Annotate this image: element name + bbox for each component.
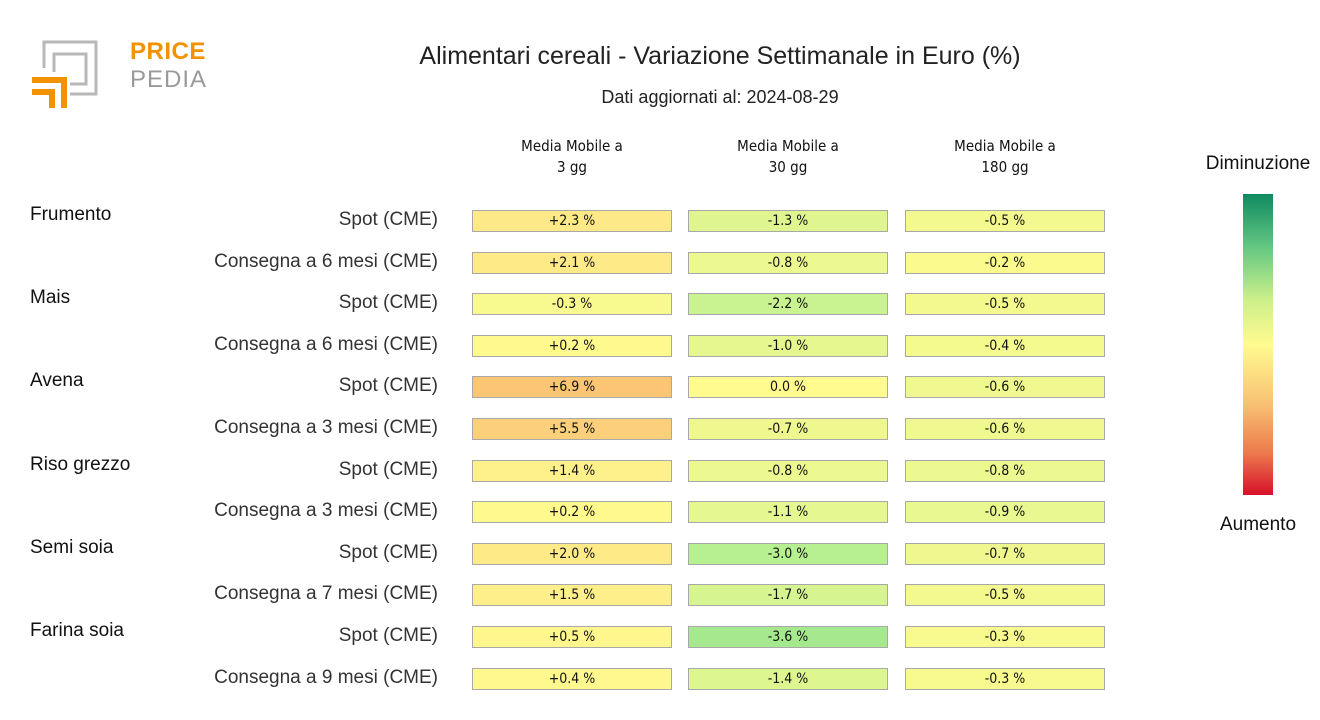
group-label: Mais [30,287,71,309]
heatmap-cell: -1.4 % [688,667,888,690]
colorbar-top-label: Diminuzione [1205,153,1311,174]
colorbar [1243,194,1273,495]
group-label: Semi soia [30,536,114,558]
heatmap-cell: -3.0 % [688,542,888,565]
row-label: Spot (CME) [338,375,438,397]
heatmap-cell: -1.3 % [688,210,888,232]
column-header: Media Mobile a 180 gg [954,137,1056,176]
group-label: Farina soia [30,620,124,641]
group-label: Frumento [30,204,112,225]
heatmap-cell: -3.6 % [688,626,888,648]
heatmap-cell: -1.0 % [688,334,888,357]
heatmap-cell: +0.2 % [472,334,672,357]
column-header: Media Mobile a 30 gg [737,137,839,176]
pricepedia-logo: PRICE PEDIA [30,38,206,110]
heatmap-cell: -0.5 % [905,293,1105,316]
heatmap-cell: -0.3 % [472,293,672,316]
group-label: Riso grezzo [30,453,131,475]
row-label: Consegna a 6 mesi (CME) [214,250,438,272]
heatmap-cell: +2.3 % [472,210,672,232]
heatmap-cell: +1.4 % [472,459,672,482]
heatmap-cell: -0.4 % [905,334,1105,357]
chart-subtitle: Dati aggiornati al: 2024-08-29 [601,87,839,107]
row-label: Consegna a 7 mesi (CME) [214,583,438,605]
row-label: Spot (CME) [338,458,438,480]
heatmap-cell: +2.0 % [472,542,672,565]
heatmap-cell: 0.0 % [688,376,888,399]
row-label: Spot (CME) [338,292,438,314]
row-label: Consegna a 6 mesi (CME) [214,333,438,355]
heatmap-cell: -0.7 % [905,542,1105,565]
heatmap-cell: -0.9 % [905,501,1105,524]
heatmap-cell: +0.4 % [472,667,672,690]
heatmap-cell: +0.2 % [472,501,672,524]
heatmap-cell: -0.6 % [905,418,1105,440]
heatmap-cell: -0.2 % [905,251,1105,274]
row-label: Spot (CME) [338,541,438,563]
group-label: Avena [30,370,84,392]
heatmap-cell: -0.8 % [688,251,888,274]
heatmap-cell: -0.8 % [905,459,1105,482]
logo-word-pedia: PEDIA [130,66,208,93]
heatmap-cell: +6.9 % [472,376,672,399]
heatmap-cell: +1.5 % [472,584,672,607]
logo-mark-icon [32,40,98,108]
heatmap-cell: -0.8 % [688,459,888,482]
heatmap-cell: -0.3 % [905,626,1105,648]
heatmap-cell: -1.1 % [688,501,888,524]
row-label: Consegna a 9 mesi (CME) [214,666,438,688]
heatmap-cell: +2.1 % [472,251,672,274]
heatmap-cell: -0.5 % [905,584,1105,607]
row-label: Consegna a 3 mesi (CME) [214,500,438,522]
heatmap-cell: +5.5 % [472,418,672,440]
row-label: Spot (CME) [338,625,438,646]
colorbar-bottom-label: Aumento [1219,514,1297,535]
row-label: Consegna a 3 mesi (CME) [214,417,438,438]
chart-title: Alimentari cereali - Variazione Settiman… [419,42,1021,70]
heatmap-cell: -0.7 % [688,418,888,440]
heatmap-cell: -1.7 % [688,584,888,607]
heatmap-cell: -0.3 % [905,667,1105,690]
heatmap-cell: -2.2 % [688,293,888,316]
heatmap-cell: -0.5 % [905,210,1105,232]
heatmap-cell: -0.6 % [905,376,1105,399]
logo-word-price: PRICE [130,38,206,65]
row-label: Spot (CME) [338,209,438,230]
column-header: Media Mobile a 3 gg [521,137,623,176]
heatmap-cell: +0.5 % [472,626,672,648]
